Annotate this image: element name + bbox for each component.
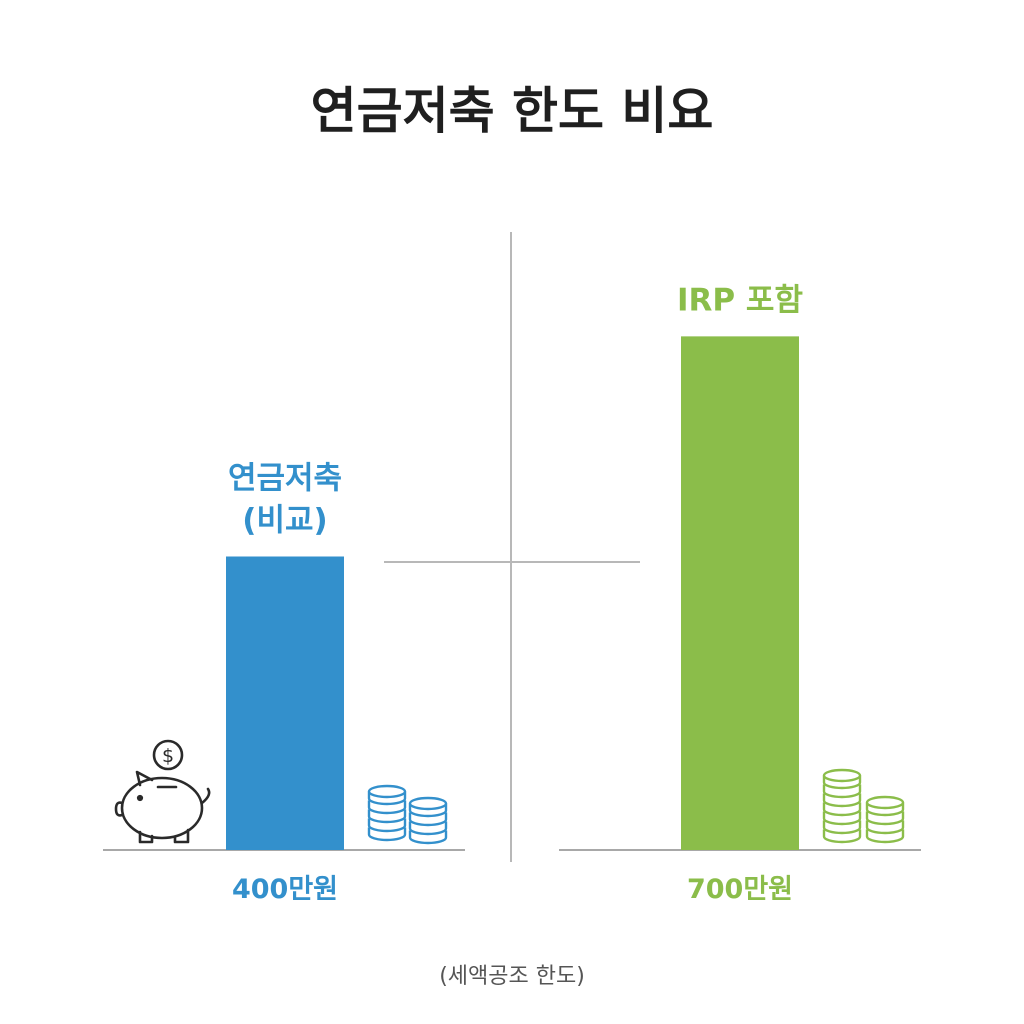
- piggy-bank-icon: $: [114, 739, 211, 844]
- bars-group: 연금저축 (비교) 400만원 IRP 포함 700만원: [226, 282, 803, 905]
- coin-stack-icon: [822, 768, 905, 844]
- value-label-1: 400만원: [232, 874, 338, 905]
- footnote: (세액공조 한도): [439, 964, 585, 989]
- value-label-2: 700만원: [687, 874, 793, 905]
- chart-title: 연금저축 한도 비요: [311, 82, 714, 140]
- coin-stack-icon: [367, 784, 448, 845]
- svg-text:$: $: [162, 745, 174, 767]
- category-label-2: IRP 포함: [677, 282, 803, 318]
- bar-2: [681, 336, 799, 850]
- category-label-1: 연금저축: [228, 460, 342, 496]
- category-label-1: (비교): [242, 502, 327, 538]
- bar-1: [226, 556, 344, 850]
